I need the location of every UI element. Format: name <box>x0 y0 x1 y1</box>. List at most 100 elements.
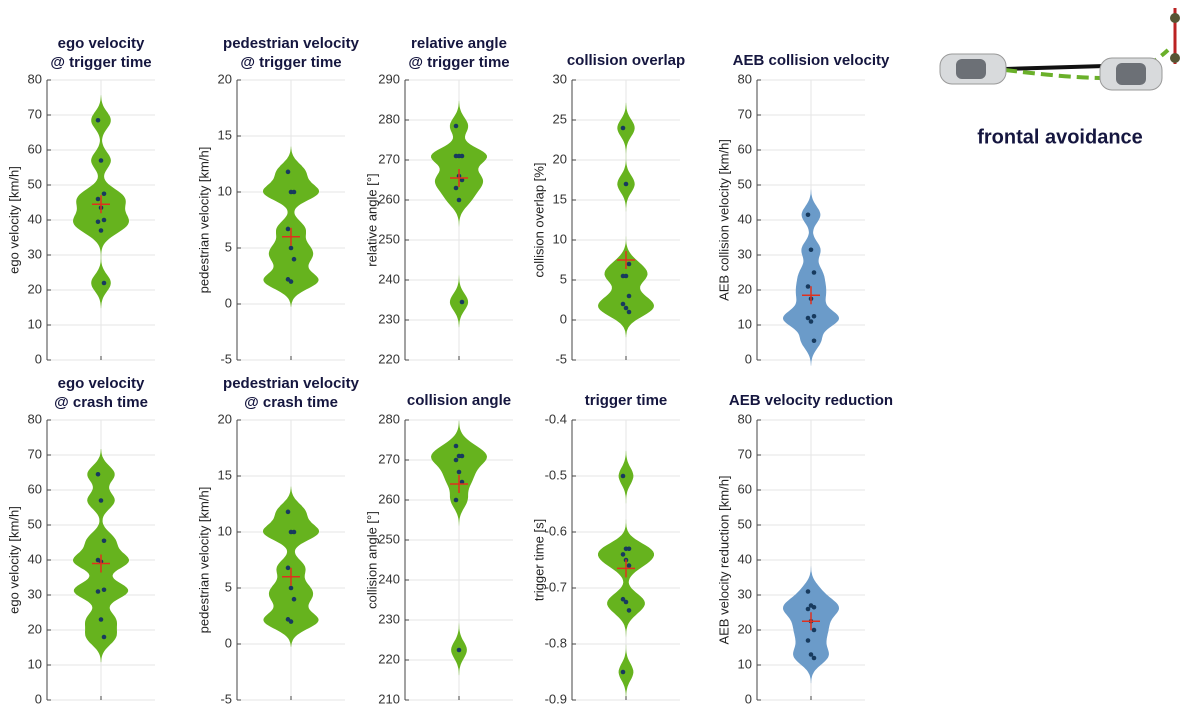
y-tick-label: 70 <box>738 446 752 461</box>
y-tick-label: 290 <box>378 71 400 86</box>
data-point <box>806 589 811 594</box>
y-tick-label: 0 <box>745 691 752 706</box>
y-axis-label: collision overlap [%] <box>531 163 546 278</box>
y-tick-label: 10 <box>738 656 752 671</box>
y-tick-label: 20 <box>28 621 42 636</box>
data-point <box>102 281 107 286</box>
pedestrian <box>1170 13 1180 23</box>
data-point <box>99 617 104 622</box>
y-tick-label: 240 <box>378 271 400 286</box>
data-point <box>812 338 817 343</box>
data-point <box>289 586 294 591</box>
data-point <box>289 246 294 251</box>
data-point <box>96 219 101 224</box>
data-point <box>289 619 294 624</box>
y-tick-label: 20 <box>738 621 752 636</box>
data-point <box>812 270 817 275</box>
y-axis-label: pedestrian velocity [km/h] <box>196 147 211 294</box>
data-point <box>806 638 811 643</box>
y-axis-label: AEB velocity reduction [km/h] <box>716 475 731 644</box>
data-point <box>96 472 101 477</box>
y-tick-label: 270 <box>378 151 400 166</box>
data-point <box>460 154 465 159</box>
y-tick-label: 5 <box>225 239 232 254</box>
data-point <box>624 600 629 605</box>
chart-title: ego velocity <box>58 375 145 392</box>
chart-subtitle: @ trigger time <box>50 54 151 71</box>
data-point <box>624 182 629 187</box>
data-point <box>809 247 814 252</box>
data-point <box>96 589 101 594</box>
data-point <box>806 316 811 321</box>
y-tick-label: 30 <box>738 246 752 261</box>
y-tick-label: 20 <box>218 411 232 426</box>
y-tick-label: -5 <box>555 351 567 366</box>
y-tick-label: 70 <box>28 446 42 461</box>
data-point <box>457 198 462 203</box>
y-tick-label: 280 <box>378 411 400 426</box>
y-tick-label: 210 <box>378 691 400 706</box>
y-tick-label: -0.5 <box>545 467 567 482</box>
y-tick-label: 80 <box>28 411 42 426</box>
y-tick-label: 260 <box>378 491 400 506</box>
data-point <box>812 314 817 319</box>
y-tick-label: 40 <box>28 211 42 226</box>
data-point <box>627 310 632 315</box>
chart-title: AEB velocity reduction <box>729 392 893 409</box>
chart-subtitle: @ crash time <box>54 394 148 411</box>
y-tick-label: 270 <box>378 451 400 466</box>
y-tick-label: 0 <box>225 635 232 650</box>
data-point <box>454 124 459 129</box>
y-tick-label: -0.7 <box>545 579 567 594</box>
data-point <box>454 458 459 463</box>
data-point <box>806 284 811 289</box>
y-tick-label: 20 <box>28 281 42 296</box>
y-axis-label: ego velocity [km/h] <box>6 506 21 614</box>
y-tick-label: 0 <box>35 691 42 706</box>
y-tick-label: 50 <box>738 516 752 531</box>
y-tick-label: 0 <box>745 351 752 366</box>
y-tick-label: 40 <box>738 211 752 226</box>
data-point <box>102 191 107 196</box>
data-point <box>627 294 632 299</box>
data-point <box>627 547 632 552</box>
chart-subtitle: @ crash time <box>244 394 338 411</box>
target-car-window <box>1116 63 1146 85</box>
data-point <box>806 212 811 217</box>
data-point <box>457 648 462 653</box>
data-point <box>99 498 104 503</box>
chart-title: ego velocity <box>58 35 145 52</box>
y-tick-label: -0.8 <box>545 635 567 650</box>
y-tick-label: 240 <box>378 571 400 586</box>
data-point <box>621 302 626 307</box>
y-tick-label: 230 <box>378 611 400 626</box>
y-tick-label: -5 <box>220 351 232 366</box>
data-point <box>99 228 104 233</box>
violin <box>783 190 839 366</box>
y-tick-label: 25 <box>553 111 567 126</box>
data-point <box>460 300 465 305</box>
scenario-illustration <box>940 8 1180 90</box>
data-point <box>812 628 817 633</box>
violin <box>431 101 487 327</box>
y-tick-label: 80 <box>738 411 752 426</box>
chart-title: trigger time <box>585 392 668 409</box>
y-tick-label: 50 <box>738 176 752 191</box>
y-tick-label: 20 <box>553 151 567 166</box>
y-tick-label: 40 <box>738 551 752 566</box>
y-tick-label: 220 <box>378 351 400 366</box>
data-point <box>627 262 632 267</box>
data-point <box>812 605 817 610</box>
y-tick-label: 15 <box>218 127 232 142</box>
data-point <box>621 126 626 131</box>
y-tick-label: 60 <box>28 481 42 496</box>
data-point <box>102 635 107 640</box>
y-tick-label: 15 <box>218 467 232 482</box>
figure: frontal avoidance 01020304050607080ego v… <box>0 0 1187 708</box>
y-tick-label: 70 <box>738 106 752 121</box>
y-tick-label: 80 <box>738 71 752 86</box>
y-tick-label: 0 <box>35 351 42 366</box>
y-tick-label: 30 <box>738 586 752 601</box>
y-tick-label: -5 <box>220 691 232 706</box>
chart-title: collision angle <box>407 392 511 409</box>
